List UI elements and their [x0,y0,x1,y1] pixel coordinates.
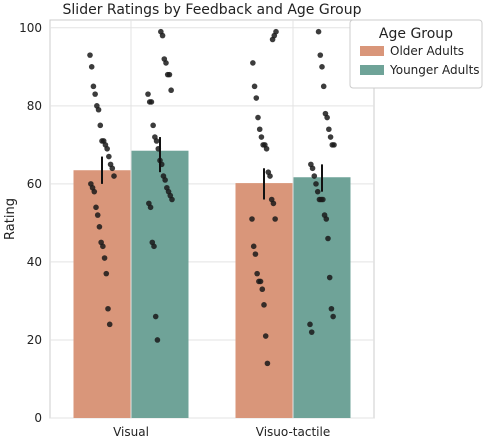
data-point [264,360,271,367]
data-point [309,165,316,172]
data-point [101,255,108,261]
x-tick-label: Visual [113,425,149,439]
data-point [87,52,93,58]
data-point [311,173,318,179]
legend-label-older-adults: Older Adults [390,44,464,58]
data-point [97,122,104,129]
data-point [95,106,102,113]
x-axis-ticks: Visual Visuo-tactile [113,425,330,439]
data-point [100,243,106,250]
data-point [103,270,110,277]
y-tick-label: 0 [34,411,42,425]
data-point [325,235,331,242]
data-point [151,243,157,250]
data-point [313,181,319,187]
data-point [270,200,277,207]
data-point [314,188,321,195]
data-point [249,216,255,222]
data-point [315,28,322,35]
data-point [251,83,258,90]
data-point [148,99,155,105]
data-point [255,114,261,121]
legend: Age Group Older Adults Younger Adults [349,19,483,89]
data-point [319,64,325,70]
data-point [317,52,324,58]
data-point [263,145,270,152]
data-point [152,313,159,320]
legend-swatch-older-adults [360,46,384,56]
y-axis-ticks: 0 20 40 60 80 100 [19,21,42,425]
data-point [104,145,110,152]
data-point [96,224,103,230]
data-point [111,173,117,179]
data-point [324,114,330,121]
data-point [88,64,95,70]
legend-swatch-younger-adults [360,65,384,75]
data-point [253,95,260,101]
bar [73,170,131,418]
y-tick-label: 60 [27,177,42,191]
data-point [92,91,98,97]
data-point [320,83,327,90]
data-point [323,216,330,222]
data-point [159,32,166,39]
data-point [261,302,267,308]
data-point [307,321,313,328]
data-point [326,274,333,281]
data-point [91,188,98,195]
data-point [272,216,278,222]
data-point [258,134,265,140]
data-point [109,165,116,172]
data-point [331,142,337,148]
data-point [153,138,160,144]
y-tick-label: 20 [27,333,42,347]
y-tick-label: 100 [19,21,42,35]
data-point [162,177,168,183]
data-point [257,278,264,285]
data-point [169,196,175,203]
data-point [262,333,269,339]
data-point [150,122,156,129]
legend-title: Age Group [379,26,453,42]
y-axis-label: Rating [3,198,18,240]
y-tick-label: 40 [27,255,42,269]
data-point [94,212,101,218]
data-point [256,126,263,133]
data-point [168,87,174,94]
data-point [330,313,336,320]
data-point [106,321,113,328]
data-point [250,60,256,66]
data-point [327,134,334,140]
data-point [308,329,315,335]
data-point [320,196,326,203]
data-point [105,305,111,312]
bars [73,150,351,418]
legend-label-younger-adults: Younger Adults [389,63,480,77]
bar [293,177,351,418]
data-point [106,153,112,160]
data-point [166,71,173,78]
data-point [254,270,260,277]
data-point [90,83,97,90]
data-point [145,91,151,97]
data-point [267,173,273,179]
data-point [163,60,169,66]
y-tick-label: 80 [27,99,42,113]
chart-title: Slider Ratings by Feedback and Age Group [63,2,362,18]
bar [235,183,293,418]
data-point [259,286,266,293]
data-point [273,28,279,35]
data-point [250,243,257,250]
data-point [93,204,99,211]
bar [131,150,189,418]
error-bars [101,137,323,200]
data-point [328,305,335,312]
data-point [252,251,259,257]
data-point [326,126,332,133]
x-tick-label: Visuo-tactile [256,425,330,439]
data-point [147,204,154,211]
data-point [154,337,161,343]
